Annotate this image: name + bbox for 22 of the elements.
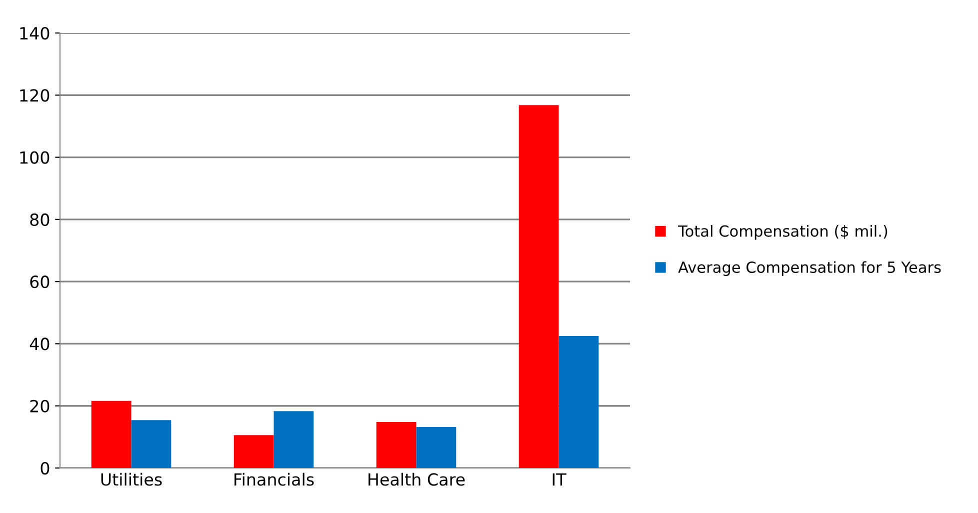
x-tick-label: Health Care — [368, 472, 465, 486]
y-tick-label: 20 — [30, 400, 50, 412]
bar — [558, 336, 599, 468]
y-tick-label: 60 — [30, 276, 50, 288]
y-tick-label: 80 — [30, 213, 50, 226]
bar — [234, 435, 274, 468]
x-tick-label: Financials — [234, 472, 314, 486]
bar — [416, 426, 456, 468]
y-tick-label: 120 — [20, 89, 50, 102]
legend-label: Total Compensation ($ mil.) — [678, 225, 888, 240]
y-tick-label: 0 — [40, 462, 50, 475]
y-tick-label: 40 — [30, 338, 50, 350]
y-tick-label: 100 — [20, 151, 50, 164]
bar — [131, 420, 172, 468]
bar — [376, 422, 416, 468]
legend-label: Average Compensation for 5 Years — [678, 261, 941, 276]
x-tick-label: IT — [552, 473, 566, 486]
bar — [91, 400, 132, 468]
bar — [274, 411, 314, 468]
x-tick-label: Utilities — [101, 472, 162, 486]
bar — [518, 105, 559, 468]
y-tick-label: 140 — [20, 26, 50, 40]
